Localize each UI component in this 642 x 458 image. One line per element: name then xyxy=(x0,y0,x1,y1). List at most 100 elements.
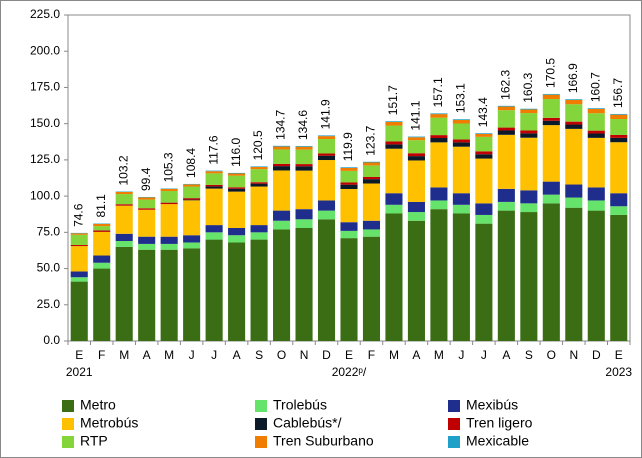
legend-label: RTP xyxy=(80,433,108,449)
bar-segment xyxy=(70,271,88,278)
bar-segment xyxy=(250,239,268,341)
bar-segment xyxy=(520,109,538,114)
bar-segment xyxy=(385,121,403,126)
bar-segment xyxy=(430,209,448,341)
bar-segment xyxy=(317,155,336,161)
bar-segment xyxy=(565,124,583,129)
bar-segment xyxy=(160,188,178,192)
x-tick-label: D xyxy=(322,348,331,362)
bar-segment xyxy=(70,281,88,341)
bar-segment xyxy=(610,206,628,215)
legend-label: Trolebús xyxy=(273,397,327,413)
x-tick-label: J xyxy=(189,348,195,362)
bar-segment xyxy=(520,203,538,213)
bar-segment xyxy=(430,142,448,188)
x-tick-label: M xyxy=(389,348,399,362)
bar-segment xyxy=(430,138,448,143)
bar-segment xyxy=(362,183,381,221)
bar-segment xyxy=(362,236,381,341)
x-tick-label: N xyxy=(569,348,578,362)
bar-segment xyxy=(205,232,223,240)
bar-segment xyxy=(115,233,133,242)
y-tick-label: 25.0 xyxy=(37,297,61,311)
bar-segment xyxy=(610,113,628,115)
x-tick-label: M xyxy=(164,348,174,362)
bar-segment xyxy=(340,230,358,239)
bar-segment xyxy=(542,194,560,204)
bar-segment xyxy=(610,214,628,341)
bar-segment xyxy=(228,188,246,192)
bar-segment xyxy=(273,220,291,230)
bar-segment xyxy=(250,186,268,226)
bar-segment xyxy=(93,223,111,227)
total-label: 160.7 xyxy=(588,72,602,102)
bar-segment xyxy=(273,145,291,147)
total-label: 117.6 xyxy=(206,135,220,164)
x-tick-label: E xyxy=(615,348,623,362)
bar-segment xyxy=(138,208,156,210)
bar-segment xyxy=(610,114,628,120)
bar-segment xyxy=(542,203,560,341)
bar-segment xyxy=(115,241,133,247)
total-label: 120.5 xyxy=(251,130,265,160)
bar-segment xyxy=(183,248,201,341)
bar-segment xyxy=(520,108,538,110)
bar-segment xyxy=(70,233,88,235)
total-label: 99.4 xyxy=(139,167,153,191)
bar-segment xyxy=(362,161,381,163)
bar-segment xyxy=(317,153,336,156)
bar-segment xyxy=(542,94,560,100)
total-label: 157.1 xyxy=(431,77,445,107)
bar-segment xyxy=(250,225,268,233)
bar-segment xyxy=(452,193,470,205)
bar-segment xyxy=(183,186,201,199)
bar-segment xyxy=(70,244,88,247)
y-tick-label: 100.0 xyxy=(30,188,60,202)
bar-segment xyxy=(205,173,223,185)
bar-segment xyxy=(452,204,470,214)
bar-segment xyxy=(228,175,246,188)
legend-swatch xyxy=(255,400,267,412)
legend-label: Tren ligero xyxy=(466,415,533,431)
bar-segment xyxy=(340,182,358,185)
bar-segment xyxy=(497,210,515,341)
bar-segment xyxy=(183,200,201,236)
bar-segment xyxy=(295,166,313,171)
x-tick-label: S xyxy=(525,348,533,362)
bar-segment xyxy=(205,171,223,174)
year-label: 2022ᵖ/ xyxy=(332,365,367,379)
bar-segment xyxy=(93,226,111,231)
bar-segment xyxy=(520,130,538,134)
bar-segment xyxy=(250,183,268,187)
bar-segment xyxy=(565,121,583,125)
bar-segment xyxy=(362,162,381,166)
legend-swatch xyxy=(448,436,460,448)
total-label: 74.6 xyxy=(71,203,85,227)
bar-segment xyxy=(160,191,178,203)
bar-segment xyxy=(228,242,246,341)
bar-segment xyxy=(475,158,493,204)
bar-segment xyxy=(520,137,538,191)
y-tick-label: 125.0 xyxy=(30,152,60,166)
bar-segment xyxy=(340,167,358,169)
bar-segment xyxy=(587,200,605,211)
bar-segment xyxy=(317,136,336,140)
legend-label: Cablebús*/ xyxy=(273,415,342,431)
bar-segment xyxy=(587,130,605,134)
x-tick-label: N xyxy=(300,348,309,362)
bar-segment xyxy=(115,194,133,205)
total-label: 160.3 xyxy=(521,72,535,102)
legend-swatch xyxy=(255,436,267,448)
bar-segment xyxy=(610,137,628,143)
bar-segment xyxy=(452,119,470,124)
bar-segment xyxy=(497,134,515,189)
bar-segment xyxy=(587,187,605,201)
bar-segment xyxy=(93,262,111,269)
bar-segment xyxy=(587,108,605,109)
bar-segment xyxy=(565,184,583,198)
bar-segment xyxy=(565,128,583,185)
bar-segment xyxy=(138,197,156,200)
bar-segment xyxy=(273,210,291,221)
bar-segment xyxy=(407,153,425,157)
bar-segment xyxy=(542,117,560,121)
